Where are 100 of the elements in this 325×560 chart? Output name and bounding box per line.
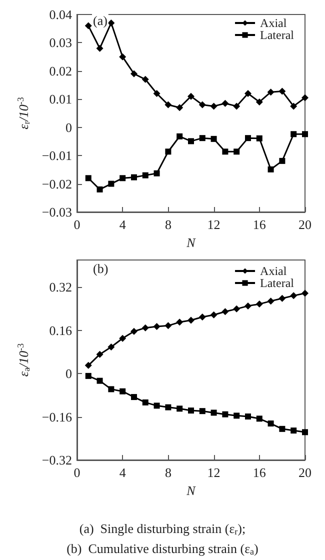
- point: [165, 148, 172, 155]
- legend-label: Lateral: [260, 276, 295, 290]
- point: [256, 300, 263, 308]
- point: [199, 408, 206, 414]
- x-tick-label: 8: [164, 465, 172, 480]
- point: [188, 408, 194, 414]
- point: [130, 70, 138, 78]
- point: [176, 104, 184, 112]
- point: [84, 22, 92, 30]
- point: [188, 138, 194, 144]
- point: [198, 314, 206, 321]
- point: [142, 399, 148, 406]
- point: [142, 172, 148, 178]
- point: [267, 298, 274, 305]
- point: [244, 302, 252, 310]
- point: [210, 410, 217, 416]
- point: [164, 101, 172, 108]
- legend-label: Axial: [260, 16, 288, 30]
- y-tick-label: 0.02: [49, 63, 72, 78]
- chart-title: (b): [93, 261, 108, 276]
- point: [108, 180, 114, 187]
- point: [233, 305, 240, 312]
- legend-label: Axial: [260, 264, 288, 278]
- y-tick-label: −0.32: [42, 452, 72, 468]
- point: [302, 290, 308, 297]
- point: [96, 378, 103, 384]
- point: [96, 44, 104, 52]
- point: [256, 135, 262, 142]
- point: [153, 90, 160, 97]
- point: [302, 429, 308, 436]
- point: [187, 92, 194, 100]
- point: [198, 101, 206, 108]
- point: [176, 133, 183, 140]
- y-tick-label: 0: [65, 366, 72, 382]
- legend-label: Lateral: [260, 28, 295, 42]
- x-axis-title: N: [186, 234, 197, 250]
- point: [222, 411, 228, 418]
- point: [210, 102, 218, 110]
- y-tick-label: −0.01: [42, 148, 72, 164]
- point: [210, 311, 218, 318]
- chart-title: (a): [93, 13, 108, 28]
- point: [222, 148, 228, 155]
- y-tick-label: −0.03: [42, 204, 72, 220]
- x-tick-label: 16: [252, 217, 266, 232]
- point: [279, 426, 286, 432]
- point: [302, 131, 308, 138]
- point: [119, 53, 126, 60]
- x-tick-label: 4: [119, 465, 126, 480]
- point: [290, 102, 298, 110]
- point: [267, 88, 274, 96]
- point: [222, 100, 229, 107]
- x-tick-label: 20: [298, 217, 312, 232]
- point: [165, 404, 172, 410]
- point: [234, 148, 240, 155]
- point: [233, 102, 240, 110]
- point: [96, 350, 104, 358]
- point: [85, 175, 92, 182]
- point: [278, 88, 286, 95]
- point: [154, 402, 160, 409]
- point: [153, 322, 160, 330]
- point: [290, 292, 298, 300]
- y-tick-label: 0.04: [49, 7, 72, 22]
- point: [222, 308, 229, 316]
- point: [268, 166, 274, 172]
- y-axis-title: εr/10-3: [16, 96, 32, 130]
- x-axis-title: N: [186, 482, 197, 498]
- point: [176, 406, 183, 412]
- point: [142, 324, 149, 332]
- point: [108, 386, 114, 392]
- point: [108, 19, 115, 26]
- point: [130, 328, 138, 335]
- point: [130, 394, 137, 400]
- y-tick-label: −0.02: [42, 176, 72, 192]
- y-tick-label: 0.16: [49, 322, 72, 338]
- point: [85, 372, 92, 379]
- point: [268, 420, 274, 427]
- point: [290, 428, 297, 434]
- point: [108, 344, 115, 351]
- x-tick-label: 4: [119, 217, 126, 232]
- point: [142, 76, 149, 83]
- point: [244, 90, 252, 97]
- point: [279, 158, 286, 164]
- y-tick-label: 0.32: [49, 280, 72, 295]
- x-tick-label: 16: [252, 465, 266, 480]
- point: [210, 136, 217, 142]
- y-tick-label: 0.01: [49, 92, 72, 107]
- x-tick-label: 20: [298, 465, 312, 480]
- point: [96, 186, 103, 192]
- point: [302, 94, 308, 102]
- point: [84, 362, 92, 369]
- point: [234, 412, 240, 419]
- point: [256, 98, 263, 106]
- point: [199, 135, 206, 142]
- x-tick-label: 12: [207, 217, 220, 232]
- x-tick-label: 8: [164, 217, 172, 232]
- point: [120, 175, 126, 182]
- point: [244, 413, 251, 420]
- point: [164, 322, 172, 330]
- point: [187, 316, 194, 324]
- point: [130, 174, 137, 180]
